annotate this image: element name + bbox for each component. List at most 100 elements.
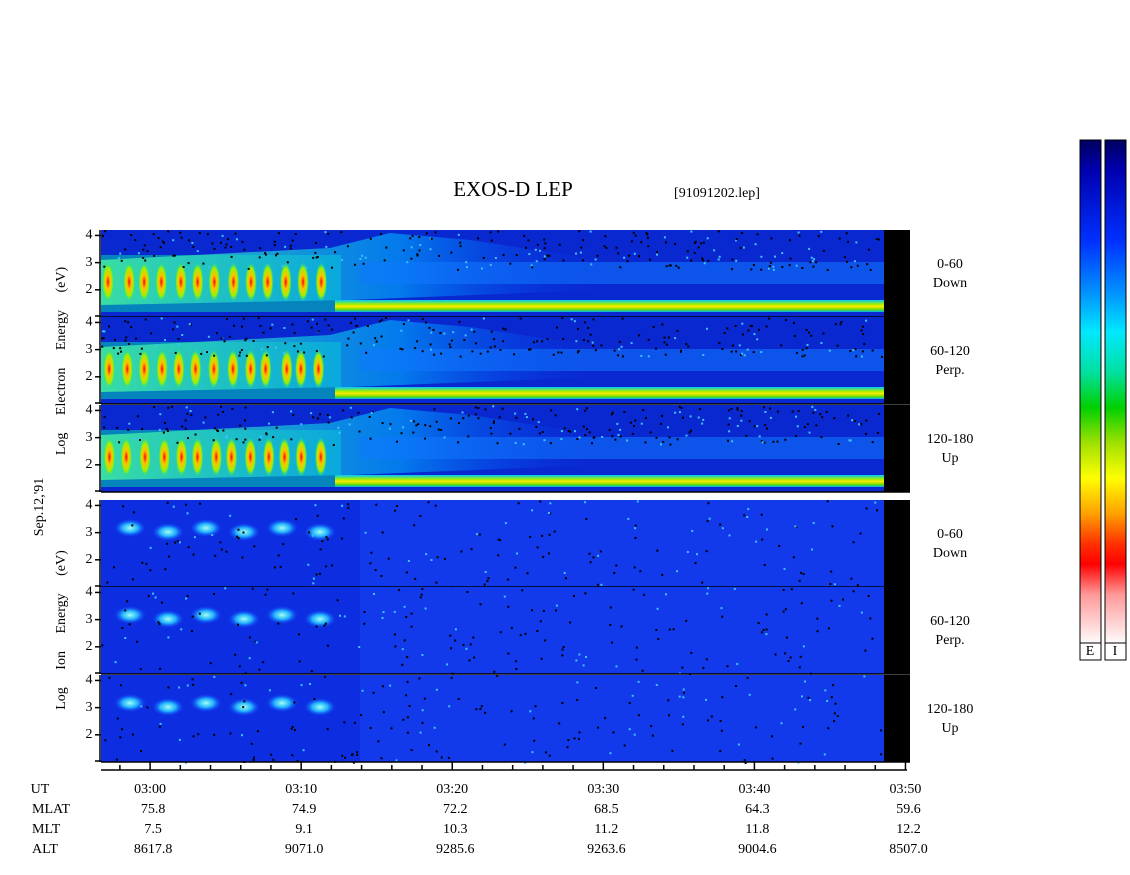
speckle <box>241 734 243 737</box>
speckle <box>603 245 606 248</box>
speckle <box>266 588 269 591</box>
speckle <box>314 251 317 254</box>
speckle <box>124 248 127 251</box>
speckle <box>576 351 579 354</box>
speckle <box>321 540 324 543</box>
speckle <box>447 756 450 759</box>
speckle <box>240 349 243 351</box>
speckle <box>760 268 763 271</box>
speckle <box>838 604 841 607</box>
speckle <box>402 426 405 429</box>
speckle <box>373 593 375 595</box>
speckle <box>152 233 155 236</box>
speckle <box>440 756 443 759</box>
energy-blob <box>172 349 185 389</box>
speckle <box>443 557 446 560</box>
energy-blob <box>315 262 328 302</box>
speckle <box>191 615 194 618</box>
speckle <box>858 423 861 426</box>
speckle <box>514 660 517 663</box>
speckle <box>101 234 104 237</box>
speckle <box>153 254 156 257</box>
speckle <box>143 244 146 247</box>
speckle <box>421 654 424 656</box>
speckle <box>119 736 122 739</box>
speckle <box>855 355 858 358</box>
speckle <box>134 239 137 242</box>
speckle <box>596 254 599 257</box>
speckle <box>765 613 768 616</box>
speckle <box>237 623 239 626</box>
speckle <box>536 630 539 632</box>
speckle <box>327 232 330 235</box>
speckle <box>200 352 203 355</box>
speckle <box>239 424 242 427</box>
speckle <box>162 431 165 434</box>
speckle <box>675 264 678 267</box>
speckle <box>131 578 134 581</box>
speckle <box>339 614 341 617</box>
speckle <box>184 761 187 764</box>
speckle <box>474 342 477 345</box>
speckle <box>192 553 195 556</box>
y-tick-label: 3 <box>86 612 93 627</box>
speckle <box>634 234 637 237</box>
speckle <box>166 430 169 432</box>
speckle <box>772 265 775 268</box>
speckle <box>534 705 537 708</box>
speckle <box>208 266 211 269</box>
speckle <box>171 405 173 408</box>
speckle <box>184 427 187 430</box>
speckle <box>847 240 850 243</box>
speckle <box>627 517 630 520</box>
speckle <box>396 440 398 443</box>
speckle <box>501 407 504 410</box>
speckle <box>140 347 143 350</box>
speckle <box>708 517 711 520</box>
speckle <box>387 557 390 560</box>
speckle <box>277 554 280 557</box>
speckle <box>406 261 409 264</box>
speckle <box>493 345 496 348</box>
y-tick-label: 4 <box>86 585 93 600</box>
speckle <box>419 731 422 734</box>
speckle <box>295 518 297 521</box>
speckle <box>124 339 127 342</box>
speckle <box>139 352 142 355</box>
speckle <box>589 230 592 233</box>
speckle <box>609 624 612 626</box>
speckle <box>647 355 650 358</box>
speckle <box>646 233 649 236</box>
speckle <box>120 350 122 353</box>
speckle <box>400 432 403 435</box>
speckle <box>655 251 658 253</box>
speckle <box>701 581 704 584</box>
speckle <box>507 652 510 655</box>
speckle <box>191 630 193 633</box>
speckle <box>782 610 785 613</box>
speckle <box>578 737 580 740</box>
speckle <box>311 534 314 537</box>
speckle <box>700 242 703 245</box>
speckle <box>490 330 493 333</box>
speckle <box>181 334 184 336</box>
speckle <box>141 428 144 431</box>
speckle <box>242 531 245 534</box>
speckle <box>850 266 853 269</box>
speckle <box>359 258 362 260</box>
speckle <box>236 535 239 538</box>
speckle <box>459 241 462 244</box>
speckle <box>159 413 162 416</box>
speckle <box>721 696 724 699</box>
speckle <box>106 581 109 584</box>
speckle <box>298 660 301 663</box>
speckle <box>248 657 251 660</box>
speckle <box>416 340 419 343</box>
speckle <box>528 348 530 351</box>
speckle <box>746 676 749 679</box>
speckle <box>742 333 744 336</box>
panel-angle: 0-60 <box>937 527 963 542</box>
speckle <box>424 437 427 440</box>
speckle <box>632 231 635 234</box>
energy-blob <box>304 610 336 628</box>
